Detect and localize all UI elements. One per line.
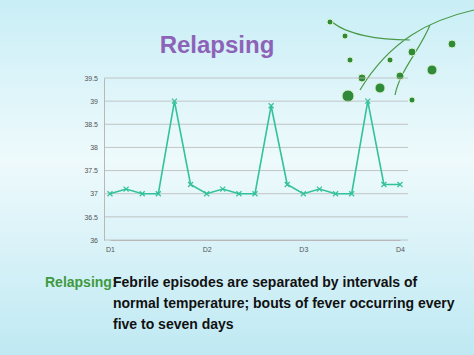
- caption-text: Febrile episodes are separated by interv…: [113, 274, 455, 332]
- marker: [220, 187, 225, 192]
- caption-line: five to seven days: [113, 316, 234, 332]
- grid-line: [104, 170, 408, 171]
- tick-label: D2: [203, 246, 212, 253]
- decoration-dot: [409, 97, 415, 103]
- grid-line: [104, 124, 408, 125]
- marker: [333, 191, 338, 196]
- decoration-dot: [448, 40, 456, 48]
- decoration-dot: [375, 83, 385, 93]
- marker: [108, 191, 113, 196]
- tick-label: D3: [299, 246, 308, 253]
- grid: [104, 78, 408, 240]
- plot-area: [108, 99, 403, 197]
- tick-label: D4: [396, 246, 405, 253]
- marker: [301, 191, 306, 196]
- tick: D1: [106, 240, 115, 253]
- decoration-dot: [327, 19, 333, 25]
- decoration-dot: [387, 57, 393, 63]
- tick: D4: [396, 240, 405, 253]
- x-axis: D1 D2 D3 D4: [106, 240, 405, 253]
- tick: 39: [90, 98, 104, 105]
- grid-line: [104, 147, 408, 148]
- axis-line: [104, 79, 105, 241]
- marker: [269, 103, 274, 108]
- y-axis: 36 36.5 37 37.5 38 38.5 39 39.5: [84, 75, 104, 244]
- tick: 39.5: [84, 75, 104, 82]
- tick-label: D1: [106, 246, 115, 253]
- decoration: [327, 10, 474, 103]
- marker: [285, 182, 290, 187]
- marker: [156, 191, 161, 196]
- decoration-dot: [347, 57, 353, 63]
- decoration-branch: [330, 10, 474, 95]
- decoration-dot: [342, 33, 348, 39]
- marker: [398, 182, 403, 187]
- caption-line: normal temperature; bouts of fever occur…: [113, 295, 455, 311]
- marker: [317, 187, 322, 192]
- tick: 37: [90, 190, 104, 197]
- tick-label: 39.5: [84, 75, 98, 82]
- decoration-dot: [408, 48, 416, 56]
- grid-line: [104, 78, 408, 79]
- marker: [253, 191, 258, 196]
- marker: [140, 191, 145, 196]
- title: Relapsing: [160, 31, 275, 58]
- tick: 36.5: [84, 214, 104, 221]
- marker: [349, 191, 354, 196]
- grid-line: [104, 101, 408, 102]
- tick: D2: [203, 240, 212, 253]
- tick-label: 37: [90, 190, 98, 197]
- caption-line: Febrile episodes are separated by interv…: [113, 274, 418, 290]
- marker: [188, 182, 193, 187]
- tick: 37.5: [84, 167, 104, 174]
- grid-line: [104, 240, 408, 241]
- tick: 38: [90, 144, 104, 151]
- marker: [365, 99, 370, 104]
- tick: 38.5: [84, 121, 104, 128]
- tick-label: 38: [90, 144, 98, 151]
- decoration-dot: [342, 90, 354, 102]
- marker: [236, 191, 241, 196]
- marker: [124, 187, 129, 192]
- axis-line: [111, 240, 401, 241]
- tick-label: 37.5: [84, 167, 98, 174]
- tick-label: 39: [90, 98, 98, 105]
- marker: [381, 182, 386, 187]
- tick-label: 36: [90, 237, 98, 244]
- background: [0, 0, 474, 355]
- tick-label: 38.5: [84, 121, 98, 128]
- tick: 36: [90, 237, 104, 244]
- line: [110, 101, 400, 194]
- decoration-dot: [427, 65, 437, 75]
- marker: [204, 191, 209, 196]
- tick-label: 36.5: [84, 214, 98, 221]
- slide: Relapsing3636.53737.53838.53939.5D1D2D3D…: [0, 0, 474, 355]
- tick: D3: [299, 240, 308, 253]
- marker: [172, 99, 177, 104]
- decoration-dot: [396, 72, 404, 80]
- caption-label: Relapsing:: [45, 274, 117, 290]
- grid-line: [104, 216, 408, 217]
